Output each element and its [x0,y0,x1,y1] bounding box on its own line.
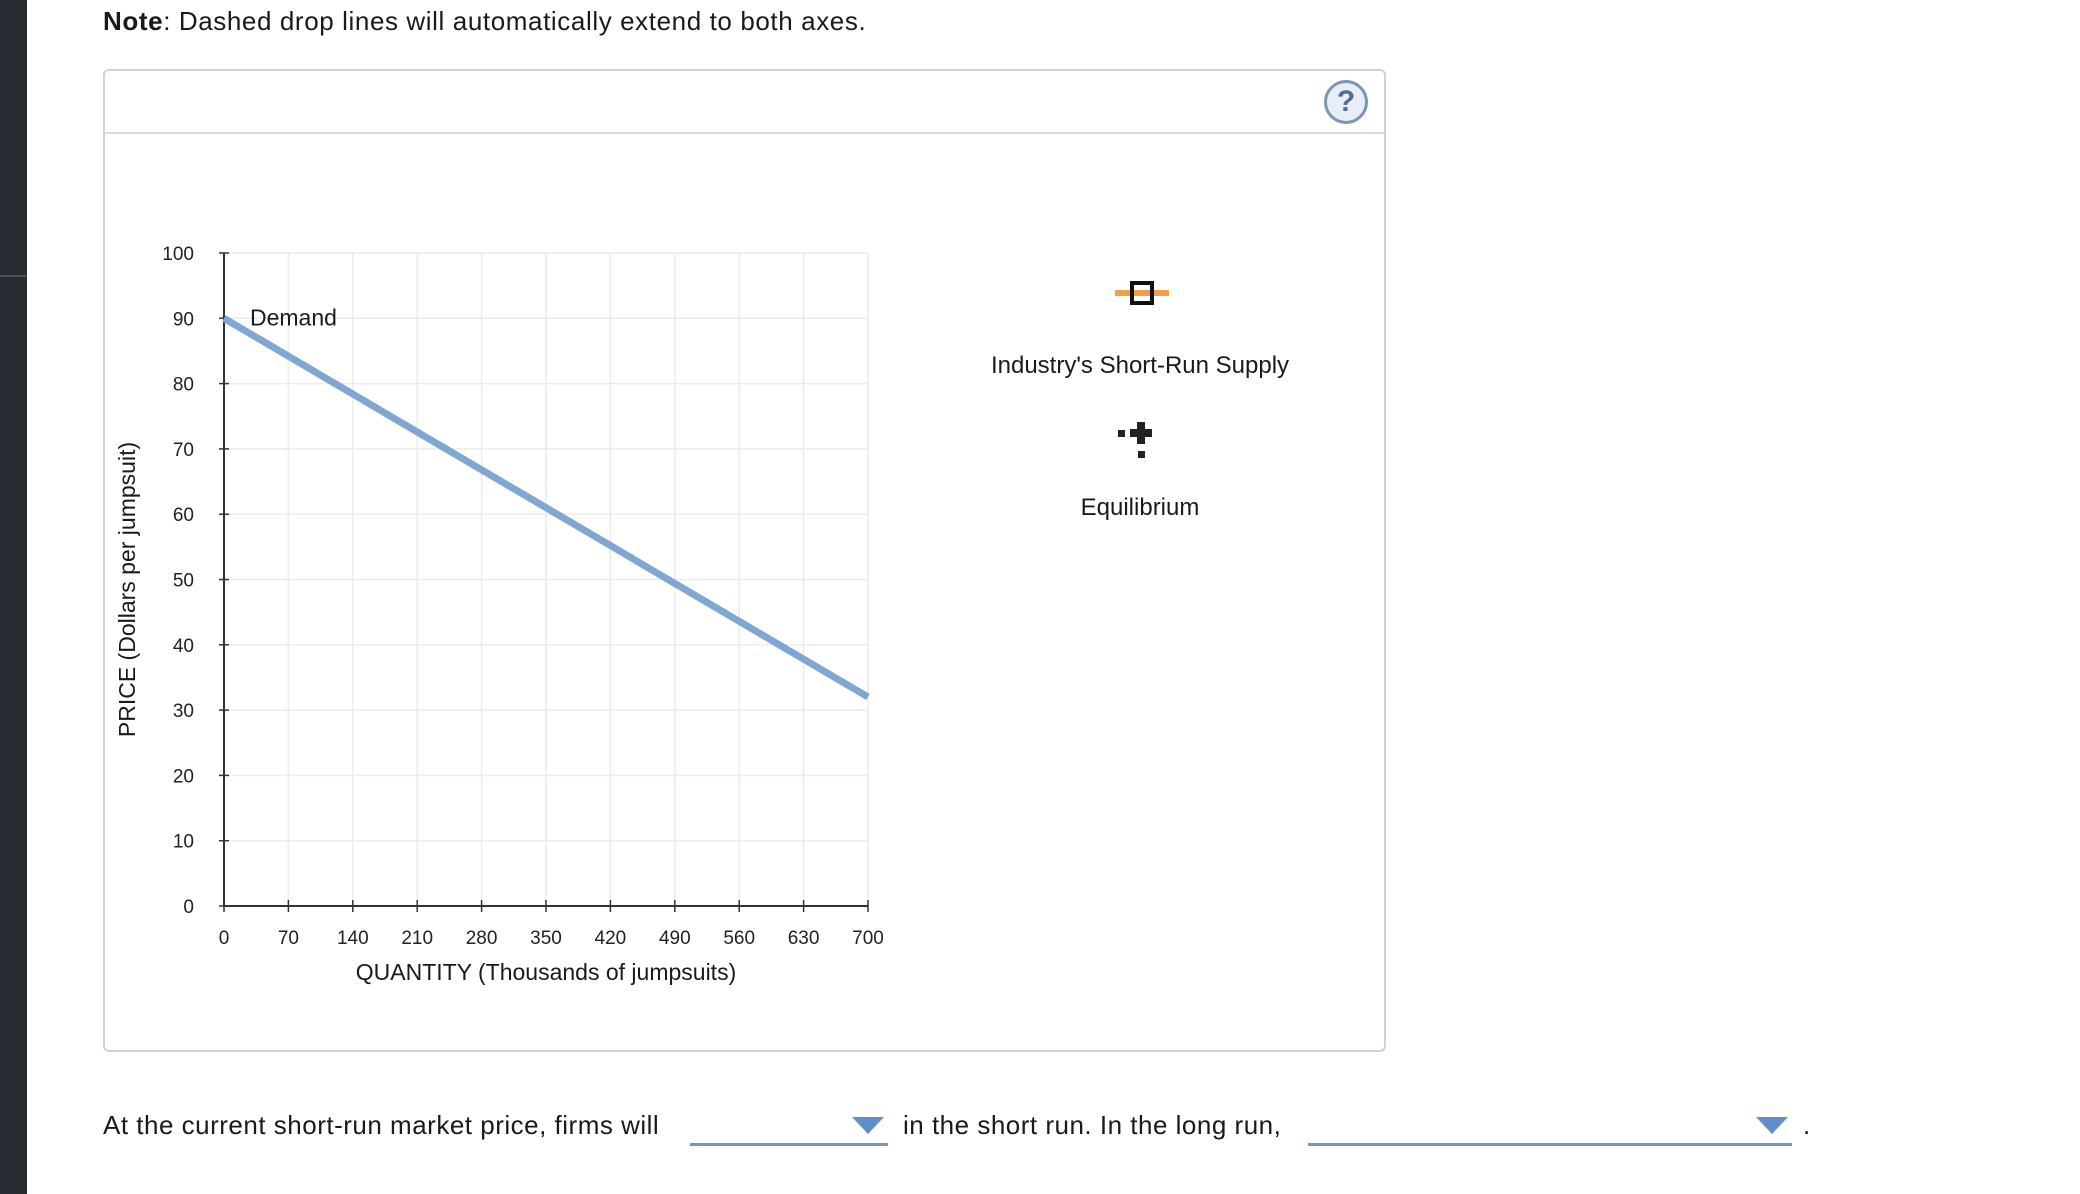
equilibrium-dot-left [1118,430,1125,437]
y-tick-label: 0 [183,897,194,918]
x-tick-label: 560 [723,928,755,949]
y-tick-label: 90 [173,309,194,330]
y-tick-label: 60 [173,505,194,526]
instruction-note: Note: Dashed drop lines will automatical… [103,6,866,37]
chevron-down-icon [852,1117,884,1134]
note-label: Note [103,6,164,36]
x-tick-label: 210 [401,928,433,949]
x-tick-label: 700 [852,928,884,949]
y-tick-label: 50 [173,571,194,592]
y-tick-label: 40 [173,636,194,657]
short-run-action-dropdown[interactable] [690,1108,888,1146]
chevron-down-icon [1756,1117,1788,1134]
demand-curve[interactable] [222,315,870,701]
y-axis-title: PRICE (Dollars per jumpsuit) [114,442,140,737]
y-tick-label: 80 [173,375,194,396]
x-tick-label: 140 [337,928,369,949]
left-sidebar-strip [0,0,27,1194]
supply-tool-icon[interactable] [1115,281,1169,305]
x-tick-label: 420 [595,928,627,949]
sidebar-divider [0,275,27,277]
x-tick-label: 350 [530,928,562,949]
long-run-outcome-dropdown[interactable] [1308,1108,1792,1146]
question-text-part1: At the current short-run market price, f… [103,1110,660,1140]
y-tick-label: 10 [173,832,194,853]
help-button[interactable]: ? [1324,80,1368,124]
question-period: . [1803,1110,1811,1140]
x-tick-label: 0 [219,928,230,949]
x-tick-label: 630 [788,928,820,949]
supply-tool-line [1115,290,1169,296]
question-text-part2: in the short run. In the long run, [903,1110,1282,1140]
supply-tool-marker [1130,281,1154,305]
supply-legend-label: Industry's Short-Run Supply [990,352,1290,379]
equilibrium-legend-label: Equilibrium [1080,494,1200,521]
graph-panel-header: ? [105,71,1384,134]
y-tick-label: 20 [173,766,194,787]
x-tick-label: 70 [278,928,299,949]
equilibrium-tool-icon[interactable] [1115,421,1169,461]
help-icon: ? [1336,85,1356,118]
x-tick-label: 490 [659,928,691,949]
y-tick-label: 70 [173,440,194,461]
note-text: : Dashed drop lines will automatically e… [163,6,867,36]
demand-curve-label: Demand [250,304,337,330]
graph-panel: ? [103,69,1386,1052]
y-tick-label: 100 [162,244,194,265]
equilibrium-cross-v [1137,422,1145,444]
y-tick-label: 30 [173,701,194,722]
x-axis-title: QUANTITY (Thousands of jumpsuits) [356,959,736,985]
equilibrium-dot-bottom [1138,451,1145,458]
x-tick-label: 280 [466,928,498,949]
